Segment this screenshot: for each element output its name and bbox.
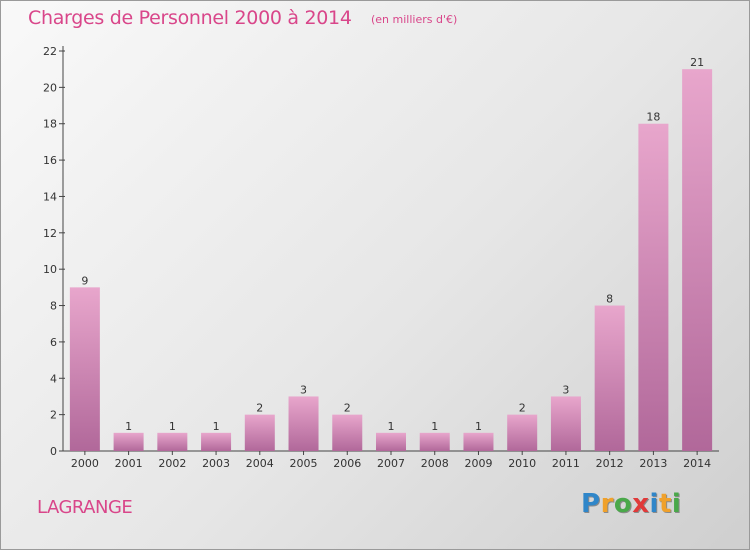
bar-value-label: 3	[300, 383, 307, 396]
bar-value-label: 1	[388, 420, 395, 433]
x-tick-label: 2011	[552, 457, 580, 470]
x-tick-label: 2012	[596, 457, 624, 470]
logo-letter: t	[658, 489, 672, 519]
x-tick-label: 2006	[333, 457, 361, 470]
bar-value-label: 1	[475, 420, 482, 433]
logo-letter: i	[671, 489, 682, 519]
bar	[419, 432, 450, 451]
bar	[682, 69, 713, 451]
y-tick-label: 2	[50, 409, 57, 422]
x-tick-label: 2007	[377, 457, 405, 470]
bar	[376, 432, 406, 451]
x-tick-label: 2001	[115, 457, 143, 470]
y-tick-label: 22	[43, 45, 57, 58]
bar-value-label: 2	[519, 402, 526, 415]
logo-letter: o	[613, 489, 633, 519]
y-tick-label: 20	[43, 81, 57, 94]
x-tick-label: 2000	[71, 457, 99, 470]
chart-subtitle: (en milliers d'€)	[371, 13, 458, 26]
x-tick-label: 2002	[158, 457, 186, 470]
logo-letter: P	[581, 489, 601, 519]
proxiti-logo[interactable]: Proxiti	[581, 489, 681, 519]
y-tick-label: 8	[50, 300, 57, 313]
logo-letter: x	[632, 489, 650, 519]
bar	[463, 432, 494, 451]
bar-value-label: 2	[256, 402, 263, 415]
bar-value-label: 21	[690, 56, 704, 69]
logo-letter: r	[600, 489, 614, 519]
y-tick-label: 10	[43, 263, 57, 276]
x-tick-label: 2010	[508, 457, 536, 470]
bar	[550, 396, 581, 451]
bar	[288, 396, 319, 451]
bar	[332, 414, 363, 451]
bar-value-label: 2	[344, 402, 351, 415]
x-tick-label: 2008	[421, 457, 449, 470]
x-tick-label: 2014	[683, 457, 711, 470]
commune-name: LAGRANGE	[37, 497, 133, 518]
bar-value-label: 18	[646, 111, 660, 124]
bar-value-label: 1	[213, 420, 220, 433]
bar	[69, 287, 100, 451]
y-tick-label: 4	[50, 372, 57, 385]
bar-value-label: 8	[606, 293, 613, 306]
y-tick-label: 12	[43, 227, 57, 240]
y-tick-label: 0	[50, 445, 57, 458]
logo-letter: i	[649, 489, 659, 519]
chart-title: Charges de Personnel 2000 à 2014	[28, 7, 352, 29]
bar	[594, 305, 625, 451]
bar	[638, 123, 669, 452]
bar	[507, 414, 538, 451]
bar-value-label: 9	[81, 274, 88, 287]
x-tick-label: 2003	[202, 457, 230, 470]
bar-value-label: 1	[125, 420, 132, 433]
y-tick-label: 16	[43, 154, 57, 167]
bar	[113, 432, 144, 451]
y-tick-label: 18	[43, 118, 57, 131]
bar	[201, 432, 232, 451]
x-tick-label: 2013	[639, 457, 667, 470]
bar-value-label: 1	[431, 420, 438, 433]
y-tick-label: 6	[50, 336, 57, 349]
y-tick-label: 14	[43, 190, 57, 203]
bar	[157, 432, 188, 451]
x-tick-label: 2005	[290, 457, 318, 470]
x-tick-label: 2004	[246, 457, 274, 470]
bar-value-label: 1	[169, 420, 176, 433]
bar-value-label: 3	[562, 383, 569, 396]
bar	[244, 414, 275, 451]
x-tick-label: 2009	[464, 457, 492, 470]
